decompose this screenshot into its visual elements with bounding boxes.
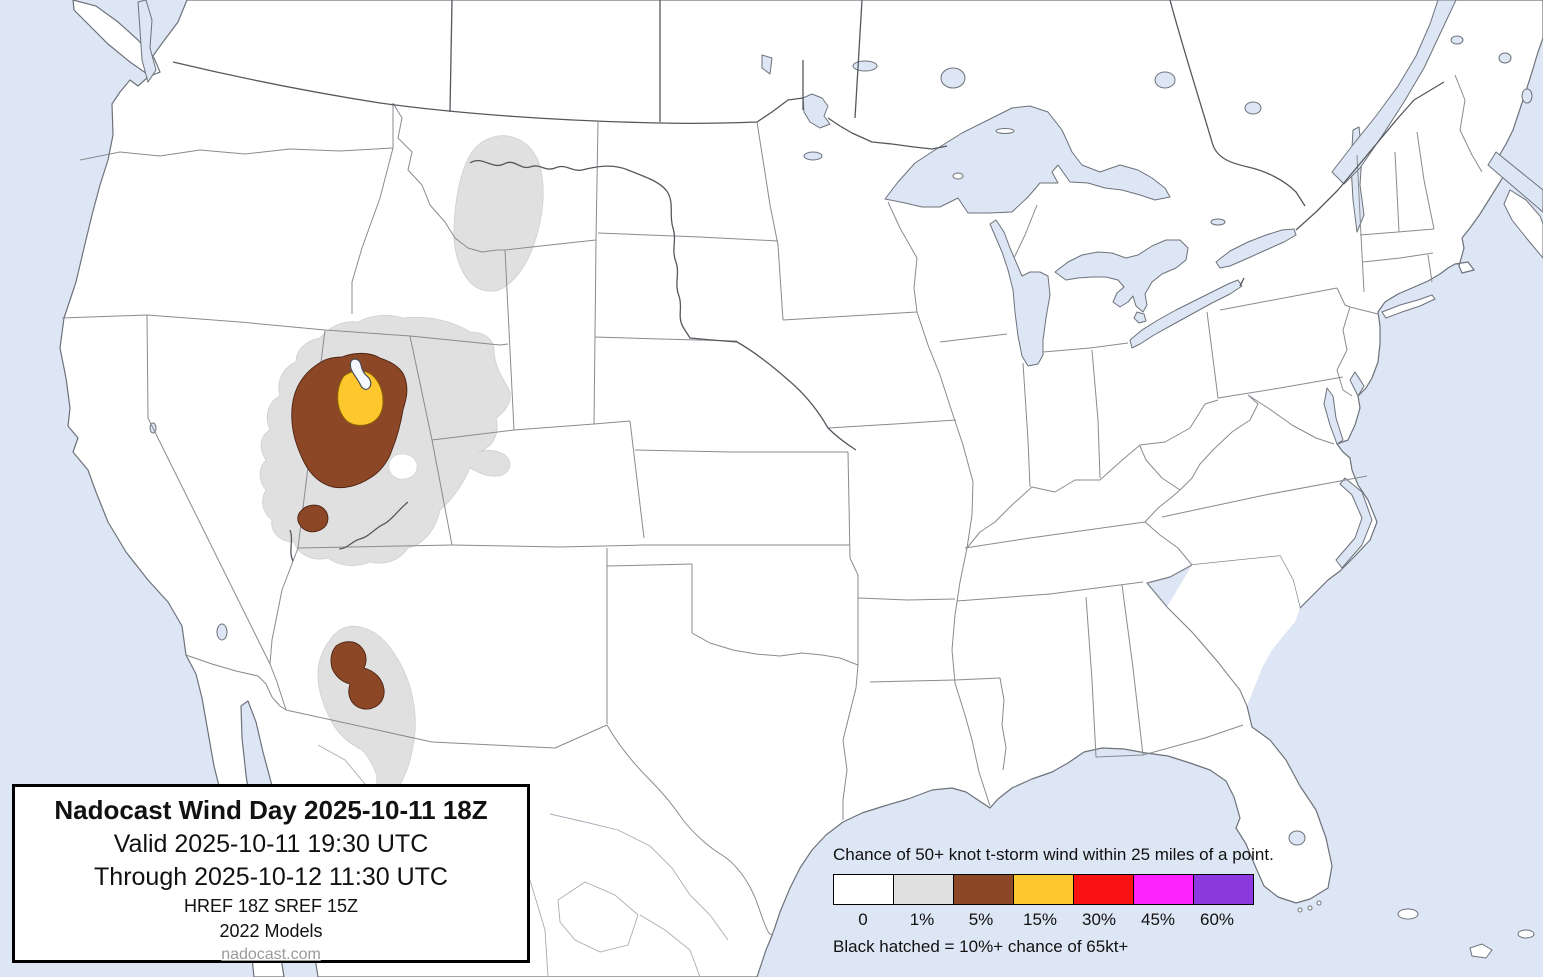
montana-1pct: [453, 135, 544, 292]
pamlico-sound: [1335, 477, 1373, 569]
legend-swatch-row: [833, 874, 1274, 905]
st-lawrence-border: [1295, 81, 1445, 231]
long-island: [1381, 294, 1436, 319]
lake-nipissing: [1210, 218, 1226, 226]
st-lawrence-estuary: [1331, 0, 1457, 185]
canada-lake-2: [940, 67, 966, 89]
niagara-river: [1239, 277, 1245, 287]
lake-winnipeg-tip: [761, 54, 773, 75]
bay-of-fundy: [1487, 151, 1543, 213]
canada-lake-3: [1154, 71, 1176, 89]
canada-lake-1: [852, 60, 878, 72]
canada-border-lakes: [827, 117, 948, 150]
lake-erie: [1129, 279, 1243, 349]
arizona-5pct: [330, 641, 385, 710]
legend-label-60pct: 60%: [1199, 910, 1235, 929]
province-border-3: [854, 0, 863, 119]
utah-contour-hole: [388, 453, 418, 480]
lake-of-the-woods: [802, 93, 831, 129]
legend-hatched-note: Black hatched = 10%+ chance of 65kt+: [833, 937, 1129, 956]
province-border-1: [449, 0, 453, 113]
salton-sea: [216, 623, 228, 641]
canada-lake-5: [1450, 35, 1464, 45]
legend-swatch-15pct: [1013, 874, 1074, 905]
delaware-bay: [1349, 371, 1365, 397]
probability-contours-high: [291, 352, 408, 710]
virgin-river: [289, 529, 294, 562]
nova-scotia-lake-1: [1498, 52, 1512, 64]
lake-superior: [884, 105, 1171, 214]
model-run-info: HREF 18Z SREF 15Z: [183, 896, 359, 916]
valid-time: Valid 2025-10-11 19:30 UTC: [113, 830, 429, 858]
florida-key-1: [1297, 907, 1303, 913]
great-salt-lake: [349, 358, 372, 390]
florida-key-2: [1307, 905, 1313, 911]
islands: [952, 128, 1543, 959]
southwest-utah-5pct: [297, 504, 329, 533]
legend-swatch-60pct: [1193, 874, 1254, 905]
lake-st-clair: [1133, 311, 1147, 324]
canada-lake-4: [1244, 101, 1262, 115]
lake-michigan: [989, 219, 1051, 367]
forecast-title: Nadocast Wind Day 2025-10-11 18Z: [54, 795, 488, 825]
state-borders: [61, 74, 1483, 935]
legend-swatch-0: [833, 874, 894, 905]
colorado-river-utah: [338, 501, 409, 550]
canada-border: [172, 61, 804, 125]
legend-label-1pct: 1%: [909, 910, 935, 929]
title-box: Nadocast Wind Day 2025-10-11 18Z Valid 2…: [12, 784, 530, 963]
borders-and-rivers: [172, 0, 1445, 562]
lake-ontario: [1215, 228, 1297, 269]
bahamas-bank-1: [1397, 908, 1419, 920]
through-time: Through 2025-10-12 11:30 UTC: [94, 863, 448, 891]
website-row: nadocast.com: [15, 944, 527, 966]
legend-swatch-30pct: [1073, 874, 1134, 905]
bahamas-bank-3: [1517, 929, 1535, 939]
red-lakes: [803, 151, 823, 161]
lake-huron: [1054, 239, 1189, 313]
nova-scotia-lake-2: [1521, 88, 1533, 104]
legend-swatch-45pct: [1133, 874, 1194, 905]
puget-sound: [137, 0, 157, 84]
legend-label-15pct: 15%: [1022, 910, 1058, 929]
legend-label-30pct: 30%: [1081, 910, 1117, 929]
legend-label-5pct: 5%: [968, 910, 994, 929]
apostle-islands: [952, 172, 964, 180]
nova-scotia: [1503, 189, 1543, 259]
nadocast-link[interactable]: nadocast.com: [221, 946, 321, 963]
chesapeake-bay: [1323, 387, 1344, 445]
missouri-river: [469, 159, 857, 451]
wasatch-15pct: [337, 370, 384, 426]
legend-label-0: 0: [858, 910, 868, 929]
lakes: [149, 0, 1543, 846]
ottawa-river: [1169, 0, 1306, 207]
lake-okeechobee: [1288, 830, 1306, 846]
legend-swatch-1pct: [893, 874, 954, 905]
probability-legend: Chance of 50+ knot t-storm wind within 2…: [833, 845, 1274, 957]
isle-royale: [995, 128, 1015, 134]
carolina-coast-patch: [1167, 556, 1300, 706]
vancouver-island: [72, 0, 161, 77]
legend-swatch-5pct: [953, 874, 1014, 905]
legend-heading: Chance of 50+ knot t-storm wind within 2…: [833, 845, 1274, 864]
models-year-info: 2022 Models: [219, 921, 323, 941]
legend-label-45pct: 45%: [1140, 910, 1176, 929]
florida-key-3: [1316, 900, 1322, 906]
legend-label-row: 0 1% 5% 15% 30% 45% 60%: [833, 910, 1274, 930]
bahamas-bank-2: [1469, 943, 1493, 959]
